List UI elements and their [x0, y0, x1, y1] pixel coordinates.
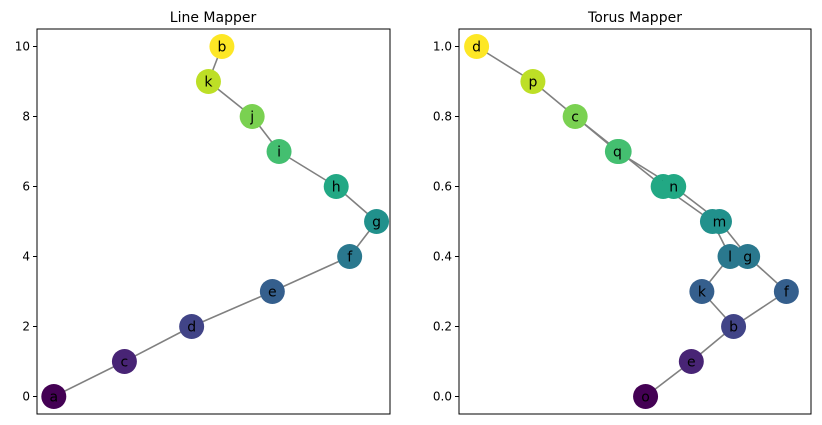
torus-mapper-node — [706, 209, 732, 234]
line-mapper-node — [209, 34, 235, 59]
torus-mapper-title: Torus Mapper — [587, 10, 682, 26]
torus-mapper-y-tick-label: 0.4 — [433, 250, 452, 264]
line-mapper-nodes: a c d e f g h i j k b — [41, 34, 390, 409]
line-mapper-node — [195, 69, 221, 94]
torus-mapper-node — [633, 384, 659, 409]
torus-mapper-node-label: d — [472, 40, 481, 56]
torus-mapper-nodes: oebkflghminjqcpd — [464, 34, 799, 409]
line-mapper-node — [111, 349, 137, 374]
torus-mapper-node — [678, 349, 704, 374]
torus-mapper-edges — [476, 45, 787, 398]
line-mapper-y-tick-label: 4 — [22, 250, 30, 264]
line-mapper-node-label: j — [249, 110, 254, 126]
torus-mapper-y-tick-label: 0.2 — [433, 320, 452, 334]
line-mapper-node — [259, 279, 285, 304]
line-mapper-node — [41, 384, 67, 409]
torus-mapper-node-label: g — [743, 250, 752, 266]
torus-mapper-plot: Torus Mapper 0.00.20.40.60.81.0 oebkflgh… — [433, 10, 812, 415]
line-mapper-edge — [272, 255, 350, 293]
line-mapper-node-label: d — [187, 320, 196, 336]
line-mapper-node-label: h — [332, 180, 341, 196]
torus-mapper-node — [562, 104, 588, 129]
torus-mapper-node — [689, 279, 715, 304]
torus-mapper-node — [661, 174, 687, 199]
line-mapper-node-label: b — [217, 40, 226, 56]
line-mapper-node — [364, 209, 390, 234]
line-mapper-title: Line Mapper — [170, 10, 257, 26]
torus-mapper-node-label: m — [713, 215, 727, 231]
torus-mapper-node-label: n — [669, 180, 678, 196]
line-mapper-y-tick-label: 10 — [15, 40, 30, 54]
line-mapper-node-label: k — [204, 75, 213, 91]
torus-mapper-node-label: e — [687, 355, 696, 371]
line-mapper-plot: Line Mapper 0 2 4 6 8 10 a c d e f g h i j k b — [15, 10, 391, 415]
torus-mapper-node-label: l — [728, 250, 732, 266]
line-mapper-node-label: e — [268, 285, 277, 301]
line-mapper-edges — [53, 46, 378, 398]
line-mapper-y-tick-label: 2 — [22, 320, 30, 334]
line-mapper-node — [323, 174, 349, 199]
line-mapper-y-tick-label: 6 — [22, 180, 30, 194]
line-mapper-axes-frame — [36, 28, 391, 415]
torus-mapper-node-label: f — [784, 285, 790, 301]
line-mapper-node — [337, 244, 363, 269]
torus-mapper-node — [464, 34, 490, 59]
torus-mapper-y-tick-label: 0.8 — [433, 110, 452, 124]
torus-mapper-node-label: c — [571, 110, 579, 126]
line-mapper-edge — [124, 325, 193, 363]
torus-mapper-node-label: k — [698, 285, 707, 301]
torus-mapper-node-label: q — [613, 145, 622, 161]
torus-mapper-axes-frame — [458, 28, 812, 415]
line-mapper-node-label: f — [347, 250, 353, 266]
line-mapper-node — [179, 314, 205, 339]
line-mapper-edge — [53, 360, 125, 398]
torus-mapper-node — [604, 139, 630, 164]
torus-mapper-node-label: b — [729, 320, 738, 336]
torus-mapper-y-ticks: 0.0 0.2 0.4 0.6 0.8 1.0 — [433, 40, 459, 404]
line-mapper-node-label: c — [121, 355, 129, 371]
torus-mapper-node — [735, 244, 761, 269]
torus-mapper-node — [721, 314, 747, 339]
line-mapper-node — [266, 139, 292, 164]
line-mapper-y-tick-label: 8 — [22, 110, 30, 124]
torus-mapper-node-label: o — [641, 390, 650, 406]
torus-mapper-node — [773, 279, 799, 304]
line-mapper-y-ticks: 0 2 4 6 8 10 — [15, 40, 37, 404]
line-mapper-y-tick-label: 0 — [22, 390, 30, 404]
torus-mapper-node — [520, 69, 546, 94]
torus-mapper-y-tick-label: 1.0 — [433, 40, 452, 54]
line-mapper-node-label: g — [372, 215, 381, 231]
line-mapper-node — [239, 104, 265, 129]
torus-mapper-y-tick-label: 0.0 — [433, 390, 452, 404]
line-mapper-node-label: i — [277, 145, 281, 161]
torus-mapper-y-tick-label: 0.6 — [433, 180, 452, 194]
line-mapper-node-label: a — [50, 390, 59, 406]
torus-mapper-node-label: p — [528, 75, 537, 91]
line-mapper-edge — [191, 290, 273, 328]
torus-mapper-node — [717, 244, 743, 269]
